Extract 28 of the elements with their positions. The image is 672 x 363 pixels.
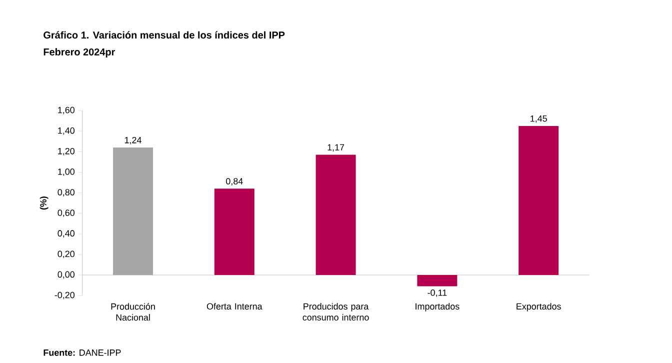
data-label: 1,45 <box>530 115 547 123</box>
y-tick-label: 0,60 <box>58 210 75 218</box>
y-tick-label: 1,00 <box>58 168 75 176</box>
data-label: -0,11 <box>428 289 447 297</box>
bar <box>214 188 254 275</box>
y-axis-title: (%) <box>40 196 48 210</box>
data-label: 1,17 <box>328 144 344 152</box>
x-tick-label: Oferta Interna <box>206 303 262 310</box>
y-tick-label: 1,20 <box>58 148 75 156</box>
x-tick-label: Importados <box>416 302 460 312</box>
y-tick-label: 1,60 <box>58 106 75 114</box>
x-tick-label: Exportados <box>516 302 561 312</box>
y-tick-label: 0,20 <box>58 250 75 258</box>
y-tick-label: -0,20 <box>54 292 75 300</box>
y-tick-label: 0,40 <box>58 230 75 238</box>
chart-title: Gráfico 1. Variación mensual de los índices del IPP <box>44 31 285 39</box>
y-tick-label: 0,80 <box>58 189 75 196</box>
x-tick-label: Producidos para consumo interno <box>302 302 369 321</box>
text: Fuente: DANE-IPP <box>44 350 121 356</box>
data-label: 0,84 <box>226 178 243 186</box>
bar <box>417 275 458 286</box>
data-label: 1,24 <box>124 136 142 144</box>
bar <box>518 126 559 275</box>
bar <box>316 154 356 275</box>
chart-subtitle: Febrero 2024pr <box>44 48 116 58</box>
x-tick-label: Producción Nacional <box>111 302 155 321</box>
y-tick-label: 0,00 <box>58 271 75 279</box>
y-tick-label: 1,40 <box>58 127 75 135</box>
